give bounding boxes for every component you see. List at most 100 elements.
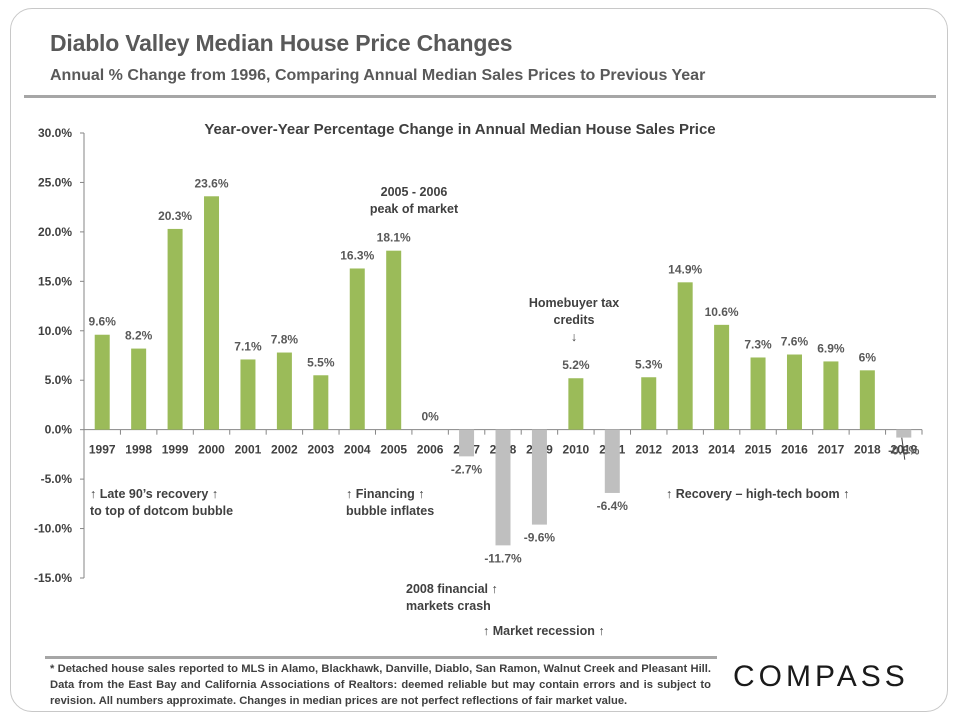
y-tick-label: 30.0% <box>38 126 72 140</box>
bar-2010 <box>568 378 584 430</box>
bar-2013 <box>677 282 693 430</box>
y-tick-label: 10.0% <box>38 324 72 338</box>
annotation-line: bubble inflates <box>346 504 434 518</box>
x-tick-label-2016: 2016 <box>781 443 808 457</box>
data-label-2006: 0% <box>421 410 439 424</box>
x-tick-label-2010: 2010 <box>563 443 590 457</box>
annotations: ↑ Late 90’s recovery ↑ to top of dotcom b… <box>90 185 849 638</box>
x-tick-label-2005: 2005 <box>380 443 407 457</box>
annotation-line: 2005 - 2006 <box>381 185 448 199</box>
annotation-line: ↑ Market recession ↑ <box>483 624 605 638</box>
data-label-2014: 10.6% <box>705 305 739 319</box>
page-title: Diablo Valley Median House Price Changes <box>50 30 513 56</box>
bar-2004 <box>349 268 365 430</box>
y-tick-label: 0.0% <box>45 423 73 437</box>
annotation-line: ↑ Financing ↑ <box>346 487 424 501</box>
x-tick-label-2013: 2013 <box>672 443 699 457</box>
bar-2017 <box>823 361 839 430</box>
x-tick-label-2004: 2004 <box>344 443 371 457</box>
data-label-1997: 9.6% <box>89 315 117 329</box>
header-divider <box>24 95 936 98</box>
bar-2002 <box>276 352 292 430</box>
data-label-2009: -9.6% <box>524 531 556 545</box>
annotation-financing: ↑ Financing ↑ bubble inflates <box>346 487 434 518</box>
x-tick-label-2018: 2018 <box>854 443 881 457</box>
data-label-2012: 5.3% <box>635 357 663 371</box>
x-tick-label-1999: 1999 <box>162 443 189 457</box>
x-tick-label-2019: 2019 <box>890 443 917 457</box>
bar-1998 <box>131 348 147 430</box>
data-label-1999: 20.3% <box>158 209 192 223</box>
x-tick-label-2002: 2002 <box>271 443 298 457</box>
bar-2014 <box>714 324 730 430</box>
annotation-line: Homebuyer tax <box>529 296 619 310</box>
x-tick-label-2012: 2012 <box>635 443 662 457</box>
footnote: * Detached house sales reported to MLS i… <box>50 663 711 707</box>
bar-2003 <box>313 375 329 430</box>
x-tick-label-2003: 2003 <box>307 443 334 457</box>
annotation-line: to top of dotcom bubble <box>90 504 233 518</box>
data-label-2005: 18.1% <box>377 231 411 245</box>
bar-2005 <box>386 250 402 430</box>
bar-2007 <box>459 429 475 457</box>
data-label-2007: -2.7% <box>451 462 483 476</box>
bar-1999 <box>167 228 183 430</box>
annotation-line: ↓ <box>571 330 577 344</box>
annotation-line: markets crash <box>406 599 491 613</box>
data-label-2018: 6% <box>859 350 877 364</box>
data-label-2015: 7.3% <box>744 337 772 351</box>
data-label-2013: 14.9% <box>668 262 702 276</box>
bars <box>94 196 912 546</box>
bar-2000 <box>204 196 220 430</box>
y-tick-label: 20.0% <box>38 225 72 239</box>
x-tick-label-2000: 2000 <box>198 443 225 457</box>
x-tick-label-1998: 1998 <box>125 443 152 457</box>
x-tick-label-2015: 2015 <box>745 443 772 457</box>
data-label-2016: 7.6% <box>781 335 809 349</box>
annotation-line: ↑ Late 90’s recovery ↑ <box>90 487 218 501</box>
data-label-2010: 5.2% <box>562 358 590 372</box>
y-tick-label: -15.0% <box>34 571 72 585</box>
bar-2019 <box>896 429 912 438</box>
slide-frame <box>10 8 948 712</box>
bar-1997 <box>94 334 110 430</box>
annotation-line: 2008 financial ↑ <box>406 582 498 596</box>
x-tick-label-2014: 2014 <box>708 443 735 457</box>
data-label-2008: -11.7% <box>484 551 522 565</box>
x-tick-label-2017: 2017 <box>818 443 845 457</box>
data-label-2002: 7.8% <box>271 333 299 347</box>
data-label-2011: -6.4% <box>597 499 629 513</box>
bar-2018 <box>859 370 875 430</box>
page-subtitle: Annual % Change from 1996, Comparing Ann… <box>50 67 706 84</box>
bar-2016 <box>786 354 802 430</box>
data-label-2000: 23.6% <box>195 176 229 190</box>
bar-2012 <box>641 377 657 430</box>
annotation-peak: 2005 - 2006 peak of market <box>370 185 459 216</box>
data-label-2004: 16.3% <box>340 248 374 262</box>
bar-2009 <box>531 429 547 525</box>
bar-2001 <box>240 359 256 430</box>
footer-divider <box>45 656 717 659</box>
y-tick-label: 15.0% <box>38 274 72 288</box>
annotation-recession: ↑ Market recession ↑ <box>483 624 605 638</box>
data-labels: 9.6% 8.2% 20.3% 23.6% 7.1% 7.8% 5.5% 16.3%18.1%… <box>89 176 920 565</box>
y-tick-label: 5.0% <box>45 373 73 387</box>
annotation-line: credits <box>554 313 595 327</box>
x-tick-label-1997: 1997 <box>89 443 116 457</box>
y-tick-label: -5.0% <box>41 472 73 486</box>
y-axis: 30.0% 25.0% 20.0% 15.0% 10.0% 5.0% 0.0% -5.0% -1… <box>34 126 85 585</box>
bar-2015 <box>750 357 766 430</box>
bar-2008 <box>495 429 511 546</box>
bar-2011 <box>604 429 620 493</box>
annotation-taxcredit: Homebuyer tax credits ↓ <box>529 296 619 344</box>
x-tick-label-2001: 2001 <box>235 443 262 457</box>
annotation-late90s: ↑ Late 90’s recovery ↑ to top of dotcom b… <box>90 487 233 518</box>
chart-title: Year-over-Year Percentage Change in Annu… <box>204 121 715 138</box>
leader-line-2019 <box>901 437 906 460</box>
annotation-crash: 2008 financial ↑ markets crash <box>406 582 498 613</box>
data-label-2017: 6.9% <box>817 341 845 355</box>
x-tick-label-2006: 2006 <box>417 443 444 457</box>
data-label-2001: 7.1% <box>234 339 262 353</box>
compass-logo: COMPASS <box>733 660 909 693</box>
